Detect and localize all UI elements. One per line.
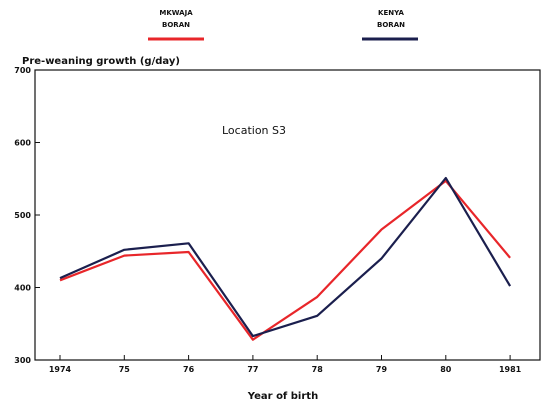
x-tick-label-78: 78 xyxy=(312,365,324,374)
y-tick-label-500: 500 xyxy=(14,211,31,220)
location-annotation: Location S3 xyxy=(222,124,286,137)
legend-item-series-2: KENYA BORAN xyxy=(362,9,418,41)
legend-label-series-1-line1: MKWAJA xyxy=(159,9,193,17)
x-tick-label-77: 77 xyxy=(247,365,258,374)
y-tick-label-700: 700 xyxy=(14,66,31,75)
x-tick-label-76: 76 xyxy=(183,365,195,374)
series-line-1 xyxy=(59,179,511,341)
legend-label-series-2-line2: BORAN xyxy=(377,21,405,29)
x-axis: 1974 75 76 77 78 79 80 1981 xyxy=(49,355,522,374)
y-axis: 300 400 500 600 700 xyxy=(14,66,40,365)
legend-label-series-2-line1: KENYA xyxy=(378,9,404,17)
x-tick-label-75: 75 xyxy=(119,365,131,374)
series-line-2 xyxy=(59,176,512,338)
y-axis-title: Pre-weaning growth (g/day) xyxy=(22,56,180,67)
y-tick-label-600: 600 xyxy=(14,139,31,148)
legend-label-series-1-line2: BORAN xyxy=(162,21,190,29)
x-tick-label-1981: 1981 xyxy=(499,365,522,374)
legend: MKWAJA BORAN KENYA BORAN xyxy=(148,9,418,41)
legend-item-series-1: MKWAJA BORAN xyxy=(148,9,204,41)
y-tick-label-400: 400 xyxy=(14,284,31,293)
series-layer xyxy=(59,176,512,341)
x-tick-label-80: 80 xyxy=(440,365,452,374)
y-tick-label-300: 300 xyxy=(14,356,31,365)
x-axis-title: Year of birth xyxy=(247,391,318,402)
x-tick-label-1974: 1974 xyxy=(49,365,72,374)
x-tick-label-79: 79 xyxy=(376,365,388,374)
